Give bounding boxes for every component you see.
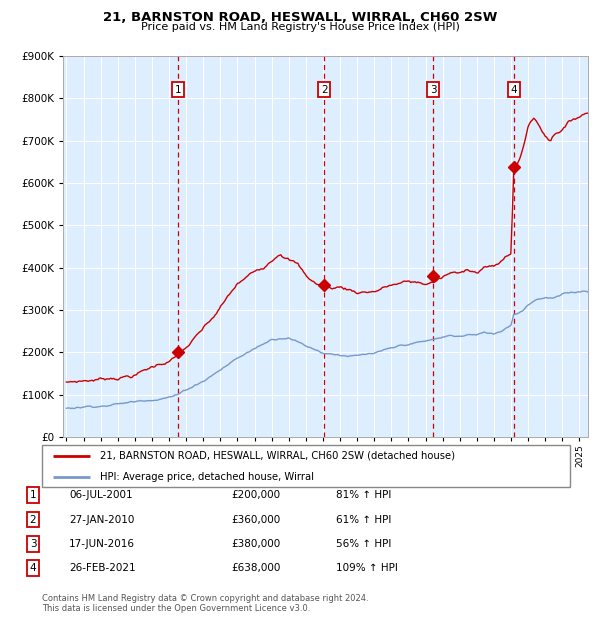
Text: 1: 1 [29,490,37,500]
Text: 4: 4 [510,85,517,95]
Text: 26-FEB-2021: 26-FEB-2021 [69,563,136,573]
Text: 21, BARNSTON ROAD, HESWALL, WIRRAL, CH60 2SW (detached house): 21, BARNSTON ROAD, HESWALL, WIRRAL, CH60… [100,451,455,461]
Text: £638,000: £638,000 [231,563,280,573]
Text: 21, BARNSTON ROAD, HESWALL, WIRRAL, CH60 2SW: 21, BARNSTON ROAD, HESWALL, WIRRAL, CH60… [103,11,497,24]
Text: 27-JAN-2010: 27-JAN-2010 [69,515,134,525]
Text: Price paid vs. HM Land Registry's House Price Index (HPI): Price paid vs. HM Land Registry's House … [140,22,460,32]
Text: 61% ↑ HPI: 61% ↑ HPI [336,515,391,525]
Text: 2: 2 [321,85,328,95]
Text: 81% ↑ HPI: 81% ↑ HPI [336,490,391,500]
Text: 109% ↑ HPI: 109% ↑ HPI [336,563,398,573]
Text: 06-JUL-2001: 06-JUL-2001 [69,490,133,500]
Text: 4: 4 [29,563,37,573]
Text: £200,000: £200,000 [231,490,280,500]
Text: This data is licensed under the Open Government Licence v3.0.: This data is licensed under the Open Gov… [42,603,310,613]
Text: £360,000: £360,000 [231,515,280,525]
Text: 3: 3 [430,85,437,95]
Text: 1: 1 [175,85,181,95]
Text: 3: 3 [29,539,37,549]
Text: 2: 2 [29,515,37,525]
Text: HPI: Average price, detached house, Wirral: HPI: Average price, detached house, Wirr… [100,472,314,482]
Text: 17-JUN-2016: 17-JUN-2016 [69,539,135,549]
Text: £380,000: £380,000 [231,539,280,549]
FancyBboxPatch shape [42,445,570,487]
Text: 56% ↑ HPI: 56% ↑ HPI [336,539,391,549]
Text: Contains HM Land Registry data © Crown copyright and database right 2024.: Contains HM Land Registry data © Crown c… [42,593,368,603]
